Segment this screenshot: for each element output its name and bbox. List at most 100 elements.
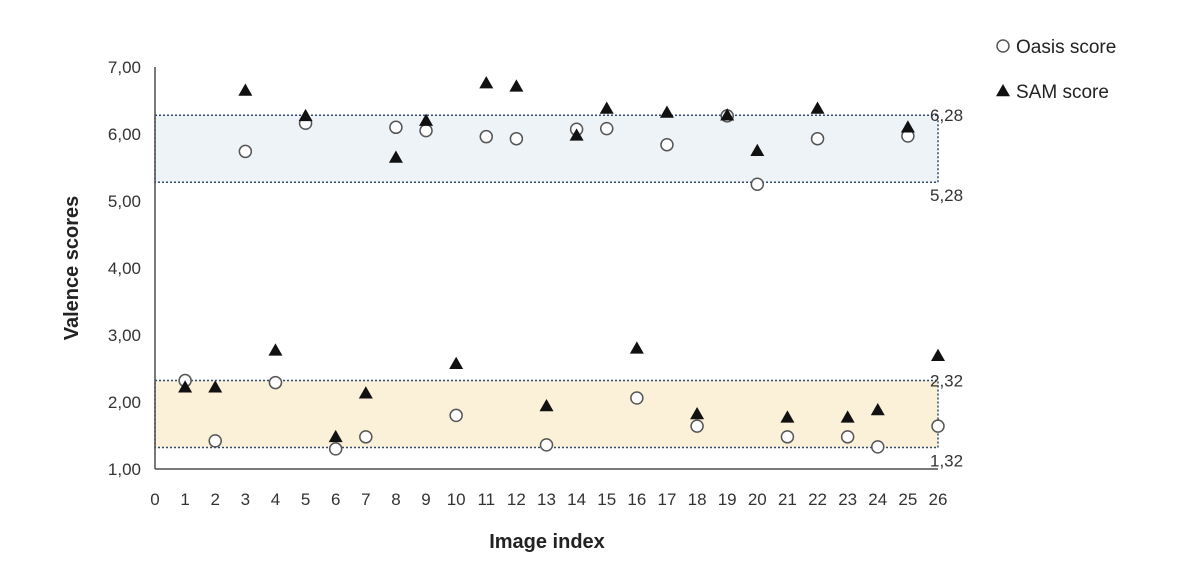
x-tick-label: 24 (868, 490, 887, 509)
sam-score-point (900, 120, 915, 133)
oasis-score-point (871, 440, 885, 454)
y-tick-label: 6,00 (108, 125, 141, 144)
sam-score-point (208, 380, 223, 393)
x-tick-label: 16 (627, 490, 646, 509)
band-upper-label: 6,28 (930, 106, 963, 125)
x-axis-title: Image index (489, 531, 605, 553)
y-axis-title: Valence scores (61, 196, 83, 341)
x-tick-label: 13 (537, 490, 556, 509)
x-tick-label: 0 (150, 490, 159, 509)
sam-score-point (238, 83, 253, 96)
y-tick-label: 2,00 (108, 393, 141, 412)
data-points (178, 76, 945, 456)
y-tick-label: 4,00 (108, 259, 141, 278)
oasis-score-point (539, 438, 554, 452)
band-lower-label: 5,28 (930, 186, 963, 205)
x-tick-label: 4 (271, 490, 280, 509)
sam-score-point (539, 399, 554, 412)
sam-score-point (569, 128, 584, 141)
oasis-score-point (238, 144, 253, 159)
reference-band-1 (154, 114, 939, 183)
x-tick-label: 26 (929, 490, 948, 509)
x-tick-label: 1 (180, 490, 189, 509)
oasis-score-point (690, 419, 704, 433)
sam-score-point (870, 403, 885, 416)
sam-score-point (178, 380, 193, 393)
x-tick-label: 20 (748, 490, 767, 509)
x-tick-label: 11 (477, 490, 495, 509)
oasis-score-point (509, 131, 524, 146)
legend-oasis-marker (996, 39, 1010, 53)
sam-score-point (659, 105, 674, 118)
x-tick-label: 25 (898, 490, 917, 509)
oasis-score-point (810, 131, 825, 146)
y-tick-label: 1,00 (108, 460, 141, 479)
sam-score-point (328, 429, 343, 443)
oasis-score-point (449, 408, 463, 423)
oasis-score-point (359, 430, 373, 444)
oasis-score-point (660, 137, 674, 152)
x-tick-label: 14 (567, 490, 586, 509)
x-tick-label: 18 (688, 490, 707, 509)
x-tick-label: 23 (838, 490, 857, 509)
reference-band-2 (154, 379, 939, 449)
x-tick-label: 12 (507, 490, 526, 509)
y-tick-label: 7,00 (108, 58, 141, 77)
sam-score-point (780, 410, 795, 423)
oasis-score-point (599, 121, 614, 136)
legend-oasis-label: Oasis score (1016, 37, 1116, 58)
x-tick-label: 7 (361, 490, 370, 509)
sam-score-point (479, 76, 494, 89)
tick-labels: 1,002,003,004,005,006,007,000 1 2 3 4 5 6 7 8 9 10… (108, 58, 948, 509)
sam-score-point (358, 386, 373, 399)
x-tick-label: 15 (597, 490, 616, 509)
x-tick-label: 2 (210, 490, 219, 509)
sam-score-point (599, 101, 614, 114)
sam-score-point (298, 108, 313, 122)
y-tick-label: 5,00 (108, 192, 141, 211)
y-tick-label: 3,00 (108, 326, 141, 345)
sam-score-point (810, 101, 825, 114)
sam-score-point (629, 341, 644, 354)
sam-score-point (720, 108, 735, 121)
oasis-score-point (931, 419, 945, 433)
oasis-score-point (750, 177, 765, 191)
oasis-score-point (208, 434, 222, 448)
sam-score-point (840, 410, 855, 423)
sam-score-point (388, 150, 403, 163)
x-tick-label: 21 (778, 490, 797, 509)
oasis-score-point (780, 430, 795, 444)
reference-bands: 6,28 5,28 2,32 1,32 (154, 106, 963, 471)
oasis-score-point (630, 391, 644, 405)
legend-sam-marker (996, 84, 1010, 97)
sam-score-point (268, 343, 283, 356)
axes (154, 67, 938, 470)
oasis-score-point (479, 129, 494, 144)
sam-score-point (931, 348, 945, 362)
sam-score-point (419, 113, 434, 126)
band-upper-label: 2,32 (930, 372, 963, 391)
x-tick-label: 19 (718, 490, 737, 509)
sam-score-point (690, 407, 705, 420)
x-tick-label: 6 (331, 490, 340, 509)
oasis-score-point (840, 430, 855, 444)
oasis-score-point (419, 123, 433, 138)
x-tick-label: 5 (301, 490, 310, 509)
x-tick-label: 22 (808, 490, 827, 509)
x-tick-label: 10 (447, 490, 466, 509)
x-tick-label: 17 (658, 490, 677, 509)
oasis-score-point (268, 375, 283, 390)
band-lower-label: 1,32 (930, 452, 963, 471)
oasis-score-point (328, 442, 343, 456)
x-tick-label: 9 (421, 490, 430, 509)
sam-score-point (750, 143, 765, 156)
x-tick-label: 3 (241, 490, 250, 509)
x-tick-label: 8 (391, 490, 400, 509)
sam-score-point (509, 79, 524, 92)
sam-score-point (449, 356, 464, 370)
legend-sam-label: SAM score (1016, 82, 1109, 103)
legend: Oasis score SAM score (996, 37, 1116, 103)
oasis-score-point (389, 120, 403, 135)
